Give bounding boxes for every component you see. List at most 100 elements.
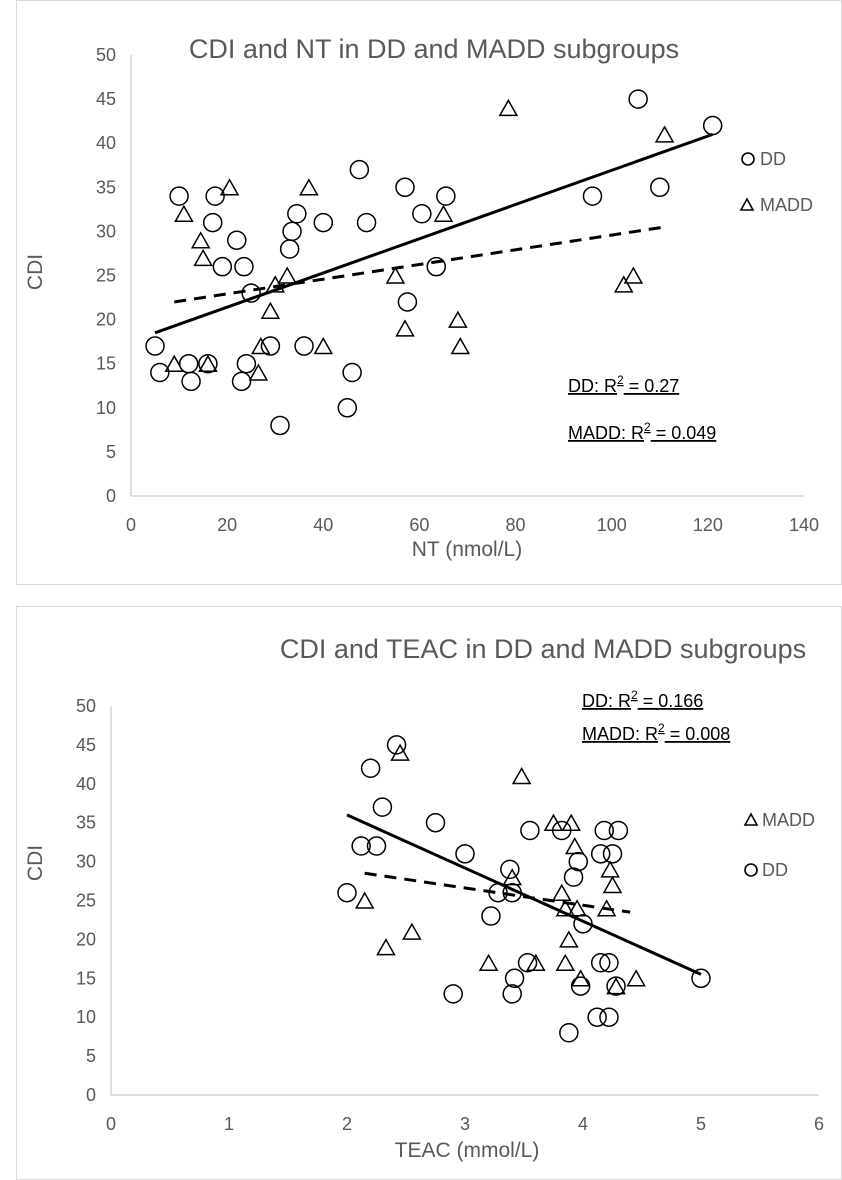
point-dd xyxy=(282,221,302,242)
x-tick-label: 3 xyxy=(460,1114,470,1134)
y-tick-label: 25 xyxy=(76,891,96,911)
point-dd xyxy=(386,735,407,755)
point-madd xyxy=(511,766,532,785)
point-dd xyxy=(599,1007,619,1027)
svg-text:DD: R2 = 0.166: DD: R2 = 0.166 xyxy=(582,688,703,711)
x-tick-label: 140 xyxy=(789,515,819,535)
point-madd xyxy=(174,204,194,223)
point-dd xyxy=(425,812,446,833)
point-dd xyxy=(590,952,611,973)
svg-text:MADD: R2 = 0.049: MADD: R2 = 0.049 xyxy=(568,420,716,443)
trendline-madd xyxy=(364,871,631,914)
point-dd xyxy=(582,186,603,206)
point-dd xyxy=(337,882,357,903)
annotation-sup: 2 xyxy=(658,721,665,735)
point-dd xyxy=(205,186,225,206)
legend-marker-dd xyxy=(741,152,755,166)
point-dd xyxy=(212,256,233,277)
point-dd xyxy=(169,186,189,206)
point-madd xyxy=(602,875,623,894)
legend-label-madd: MADD xyxy=(760,195,813,215)
point-dd xyxy=(342,362,362,383)
point-madd xyxy=(626,969,646,987)
y-tick-label: 0 xyxy=(86,1085,96,1105)
point-madd xyxy=(260,301,281,320)
point-madd xyxy=(570,969,591,987)
annotation-value: = 0.049 xyxy=(651,423,717,443)
point-dd xyxy=(360,758,381,778)
point-dd xyxy=(691,968,711,989)
trendline-dd xyxy=(154,132,714,335)
point-dd xyxy=(313,212,334,233)
point-madd xyxy=(555,899,576,917)
point-dd xyxy=(181,371,201,392)
point-dd xyxy=(628,89,648,109)
legend-marker-madd xyxy=(743,812,759,826)
x-tick-label: 80 xyxy=(506,515,526,535)
x-tick-label: 100 xyxy=(597,515,627,535)
point-madd xyxy=(265,275,286,293)
annotation-value: = 0.008 xyxy=(665,724,731,744)
point-dd xyxy=(236,353,257,374)
point-madd xyxy=(198,354,218,372)
point-dd xyxy=(412,204,432,224)
point-madd xyxy=(478,953,499,971)
point-madd xyxy=(390,743,410,761)
point-madd xyxy=(613,275,634,293)
chart-title: CDI and TEAC in DD and MADD subgroups xyxy=(280,634,806,664)
annotation-label: MADD: R xyxy=(568,423,644,443)
point-dd xyxy=(455,844,475,864)
y-axis-label: CDI xyxy=(24,254,47,290)
annotation-dd-r2: DD: R2 = 0.27 xyxy=(568,373,679,396)
point-dd xyxy=(650,177,670,198)
legend: DD MADD xyxy=(739,149,813,215)
y-tick-label: 30 xyxy=(96,221,116,241)
y-tick-label: 10 xyxy=(76,1007,96,1027)
chart-teac: CDI and TEAC in DD and MADD subgroups 0 5… xyxy=(24,634,824,1162)
point-madd xyxy=(654,125,675,143)
chart-teac-panel: CDI and TEAC in DD and MADD subgroups 0 5… xyxy=(0,606,842,1180)
legend-marker-dd xyxy=(744,863,758,877)
annotation-sup: 2 xyxy=(644,420,651,434)
y-tick-label: 20 xyxy=(76,929,96,949)
point-dd xyxy=(337,398,358,418)
point-dd xyxy=(502,984,522,1004)
y-tick-label: 0 xyxy=(106,486,116,506)
point-dd xyxy=(517,952,538,973)
annotation-sup: 2 xyxy=(631,688,638,702)
point-madd xyxy=(402,922,422,940)
x-tick-label: 4 xyxy=(578,1114,588,1134)
annotation-label: DD: R xyxy=(568,376,617,396)
point-madd xyxy=(376,938,396,956)
y-tick-label: 25 xyxy=(96,266,116,286)
chart-nt: CDI and NT in DD and MADD subgroups 0 5 10… xyxy=(24,34,819,561)
y-tick-label: 35 xyxy=(96,177,116,197)
point-dd xyxy=(443,984,463,1004)
point-dd xyxy=(552,820,572,841)
chart-nt-panel: CDI and NT in DD and MADD subgroups 0 5 10… xyxy=(0,0,842,585)
legend-marker-madd xyxy=(739,197,755,211)
annotation-value: = 0.27 xyxy=(624,376,680,396)
y-tick-label: 50 xyxy=(96,45,116,65)
point-dd xyxy=(570,976,591,996)
point-madd xyxy=(299,178,319,196)
point-dd xyxy=(351,836,371,856)
point-madd xyxy=(193,248,213,267)
point-dd xyxy=(294,336,314,356)
x-tick-label: 120 xyxy=(693,515,723,535)
x-tick-label: 0 xyxy=(106,1114,116,1134)
y-tick-label: 15 xyxy=(96,354,116,374)
point-madd xyxy=(555,953,576,971)
y-tick-label: 40 xyxy=(96,133,116,153)
point-dd xyxy=(436,186,456,206)
annotation-madd-r2: MADD: R2 = 0.049 xyxy=(568,420,716,443)
annotation-madd-r2: MADD: R2 = 0.008 xyxy=(582,721,730,744)
point-dd xyxy=(397,292,418,312)
plot-area: 0 5 10 15 20 25 30 35 40 45 50 0 20 40 60 80 100 120 140 xyxy=(96,45,819,535)
point-dd xyxy=(520,820,540,841)
y-tick-label: 45 xyxy=(96,89,116,109)
annotation-value: = 0.166 xyxy=(638,691,704,711)
y-tick-label: 45 xyxy=(76,735,96,755)
point-dd xyxy=(270,415,290,436)
